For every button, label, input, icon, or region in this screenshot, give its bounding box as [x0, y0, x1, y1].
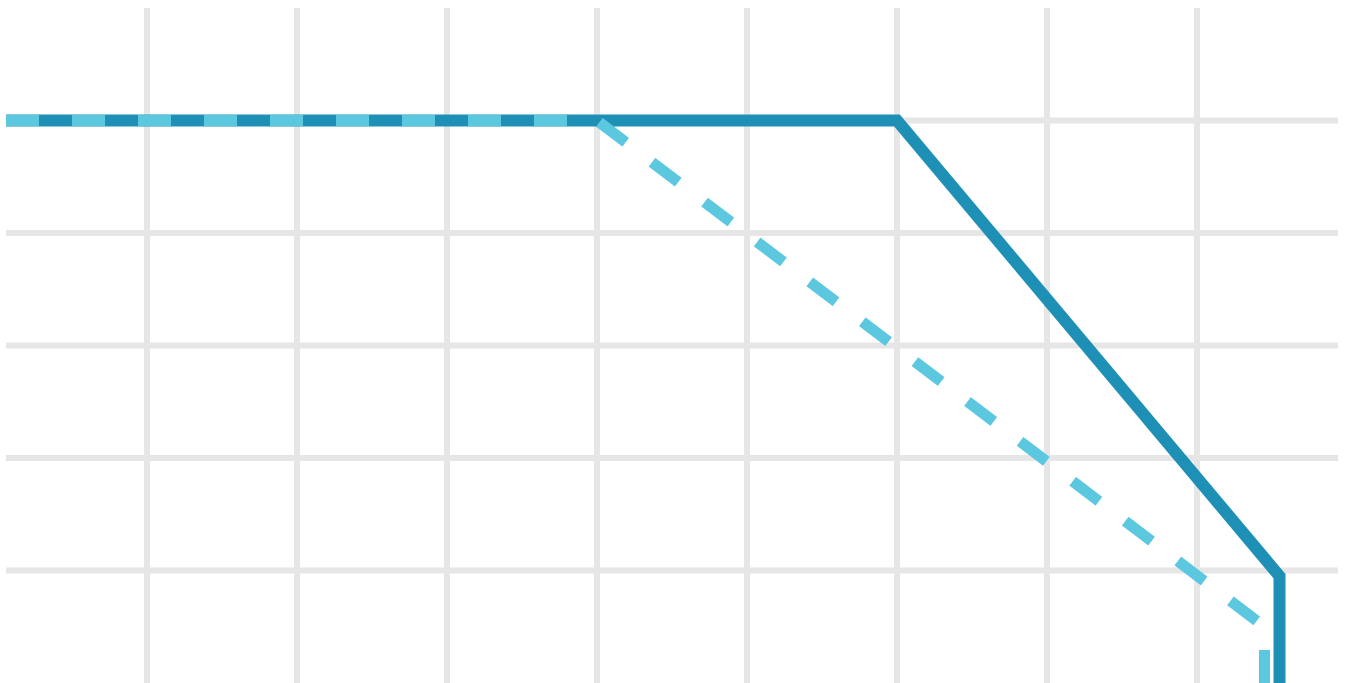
- series-line-solid: [6, 114, 1286, 683]
- series-line-dashed: [6, 115, 1270, 683]
- series-group: [6, 114, 1286, 683]
- grid: [6, 8, 1338, 683]
